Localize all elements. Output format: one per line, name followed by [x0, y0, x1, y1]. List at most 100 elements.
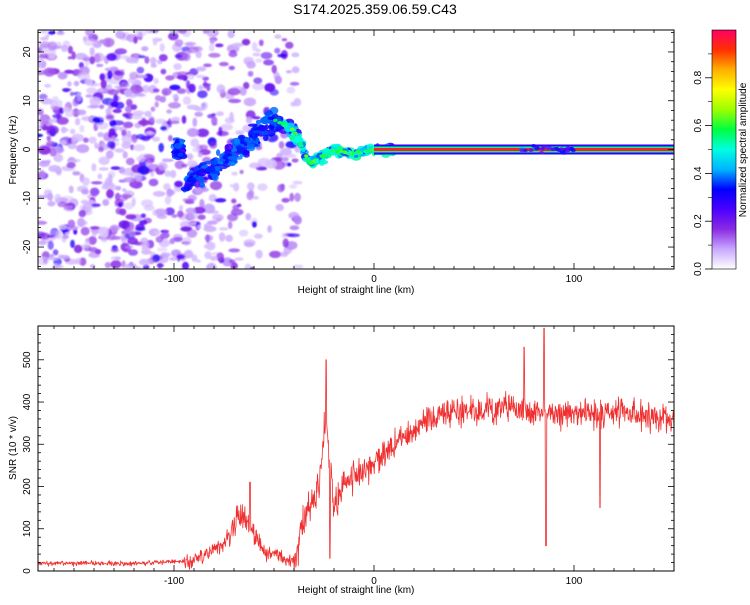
noise-blob: [253, 77, 263, 84]
noise-blob: [177, 210, 184, 218]
noise-blob: [56, 113, 61, 120]
noise-blob: [127, 237, 139, 245]
noise-blob: [209, 141, 218, 149]
noise-blob: [134, 30, 147, 37]
noise-blob: [49, 254, 54, 258]
noise-blob: [114, 71, 125, 76]
noise-blob: [38, 220, 48, 225]
noise-blob: [121, 134, 134, 144]
noise-blob: [134, 172, 142, 182]
signal-blob: [246, 143, 255, 149]
noise-blob: [58, 224, 67, 230]
noise-blob: [197, 152, 203, 158]
noise-blob: [138, 55, 146, 59]
noise-blob: [90, 181, 103, 185]
noise-blob: [38, 195, 48, 199]
noise-blob: [243, 97, 257, 107]
noise-blob: [40, 98, 53, 105]
noise-blob: [65, 202, 74, 206]
noise-blob: [110, 260, 122, 269]
noise-blob: [85, 94, 93, 98]
noise-blob: [41, 61, 46, 69]
noise-blob: [131, 134, 138, 144]
colorbar-tick-label: 0.8: [693, 70, 704, 84]
signal-blob: [294, 136, 304, 143]
noise-blob: [182, 96, 192, 105]
noise-blob: [113, 94, 119, 104]
noise-blob: [160, 252, 171, 258]
noise-blob: [38, 240, 47, 246]
noise-blob: [129, 71, 139, 80]
carrier-noise: [539, 151, 545, 155]
noise-blob: [163, 183, 171, 191]
noise-blob: [38, 145, 51, 155]
noise-blob: [98, 167, 109, 171]
noise-blob: [258, 39, 264, 47]
noise-blob: [216, 84, 226, 94]
noise-blob: [244, 241, 255, 248]
noise-blob: [51, 96, 59, 104]
noise-blob: [216, 130, 229, 137]
noise-blob: [38, 117, 48, 125]
snr-marks: [38, 327, 674, 571]
noise-blob: [234, 257, 244, 261]
noise-blob: [94, 142, 99, 149]
noise-blob: [110, 235, 121, 240]
noise-blob: [83, 137, 89, 143]
noise-blob: [190, 138, 200, 147]
noise-blob: [131, 266, 142, 269]
noise-blob: [181, 115, 187, 124]
noise-blob: [152, 190, 166, 197]
noise-blob: [246, 182, 255, 191]
noise-blob: [67, 81, 72, 87]
signal-core: [283, 124, 288, 128]
noise-blob: [201, 101, 208, 110]
noise-blob: [84, 237, 90, 248]
noise-blob: [91, 163, 97, 172]
noise-blob: [289, 81, 300, 86]
noise-blob: [128, 249, 138, 256]
signal-blob: [319, 161, 325, 166]
noise-blob: [158, 142, 164, 153]
noise-blob: [132, 110, 145, 116]
signal-blob: [260, 125, 266, 132]
noise-blob: [92, 117, 101, 123]
noise-blob: [182, 261, 189, 269]
signal-blob: [227, 156, 237, 160]
noise-blob: [43, 67, 56, 77]
noise-blob: [186, 80, 191, 89]
noise-blob: [292, 264, 304, 269]
noise-blob: [227, 213, 238, 222]
noise-blob: [139, 258, 150, 266]
noise-blob: [188, 212, 199, 220]
signal-blob: [353, 154, 359, 158]
noise-blob: [53, 154, 64, 162]
noise-blob: [269, 250, 282, 259]
colorbar-tick-label: 0.6: [693, 118, 704, 132]
noise-blob: [205, 234, 210, 243]
noise-blob: [57, 100, 63, 108]
noise-blob: [185, 71, 197, 76]
noise-blob: [239, 229, 249, 237]
noise-blob: [71, 138, 77, 145]
noise-blob: [107, 89, 120, 96]
noise-blob: [171, 214, 178, 218]
noise-blob: [45, 34, 50, 38]
noise-blob: [186, 46, 199, 54]
noise-blob: [114, 85, 121, 89]
noise-blob: [129, 172, 135, 178]
noise-blob: [97, 173, 103, 180]
signal-core: [293, 131, 298, 135]
noise-blob: [228, 98, 242, 104]
signal-blob: [225, 143, 234, 151]
noise-blob: [114, 48, 127, 55]
noise-blob: [195, 50, 202, 59]
snr-y-tick-label: 500: [22, 351, 33, 368]
noise-blob: [101, 141, 106, 149]
signal-core: [280, 122, 286, 126]
noise-blob: [214, 198, 227, 203]
noise-blob: [105, 107, 112, 116]
signal-blob: [233, 138, 241, 145]
noise-blob: [184, 41, 197, 46]
